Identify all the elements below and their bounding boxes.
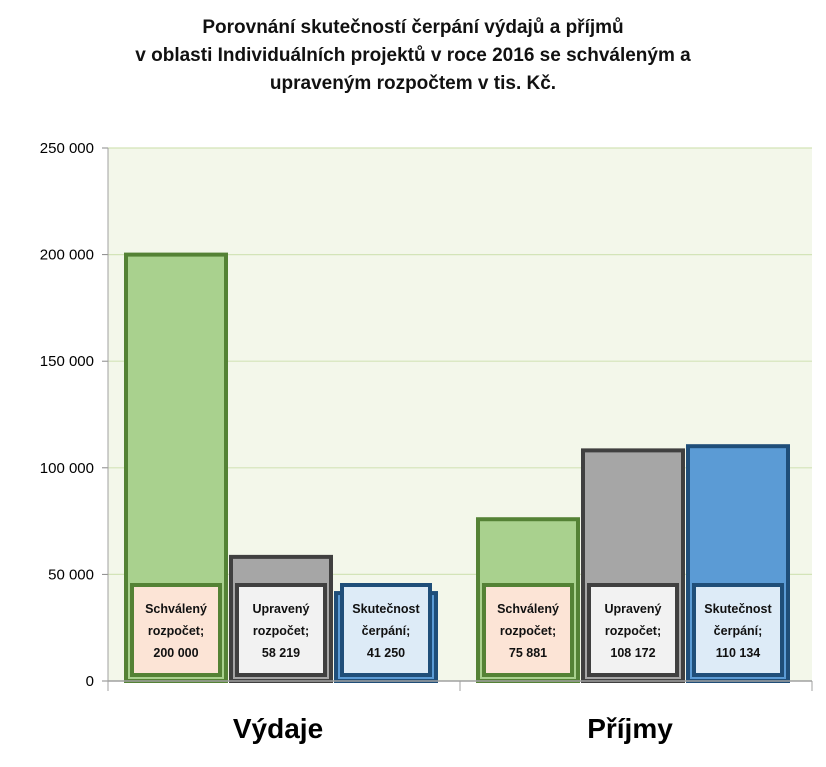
data-label: čerpání; <box>714 624 763 638</box>
y-tick-label: 200 000 <box>40 247 94 264</box>
data-label-value: 75 881 <box>509 646 547 660</box>
y-tick-label: 0 <box>86 673 94 690</box>
data-label: Upravený <box>253 602 310 616</box>
data-label-value: 41 250 <box>367 646 405 660</box>
data-label: Skutečnost <box>704 602 772 616</box>
data-label-box <box>340 583 432 677</box>
chart-title: Porovnání skutečností čerpání výdajů a p… <box>0 14 826 98</box>
chart-title-line-3: upraveným rozpočtem v tis. Kč. <box>269 73 557 94</box>
y-tick-label: 100 000 <box>40 460 94 477</box>
data-label-box <box>482 583 574 677</box>
data-label-box <box>587 583 679 677</box>
data-label: Schválený <box>497 602 559 616</box>
data-label-box <box>235 583 327 677</box>
data-label: rozpočet; <box>253 624 309 638</box>
data-label: čerpání; <box>362 624 411 638</box>
data-label: rozpočet; <box>148 624 204 638</box>
chart-title-line-2: v oblasti Individuálních projektů v roce… <box>135 45 691 66</box>
y-tick-label: 250 000 <box>40 140 94 157</box>
data-label: Upravený <box>605 602 662 616</box>
y-tick-label: 150 000 <box>40 353 94 370</box>
x-category-label: Výdaje <box>233 713 323 744</box>
data-label: rozpočet; <box>605 624 661 638</box>
data-label-value: 110 134 <box>716 646 761 660</box>
data-label: Skutečnost <box>352 602 420 616</box>
data-label-value: 200 000 <box>153 646 198 660</box>
data-label-box <box>130 583 222 677</box>
data-label: Schválený <box>145 602 207 616</box>
data-label-value: 108 172 <box>610 646 655 660</box>
chart-title-line-1: Porovnání skutečností čerpání výdajů a p… <box>202 17 624 38</box>
x-category-label: Příjmy <box>587 713 673 744</box>
y-tick-label: 50 000 <box>48 566 94 583</box>
data-label-box <box>692 583 784 677</box>
data-label-value: 58 219 <box>262 646 300 660</box>
data-label: rozpočet; <box>500 624 556 638</box>
